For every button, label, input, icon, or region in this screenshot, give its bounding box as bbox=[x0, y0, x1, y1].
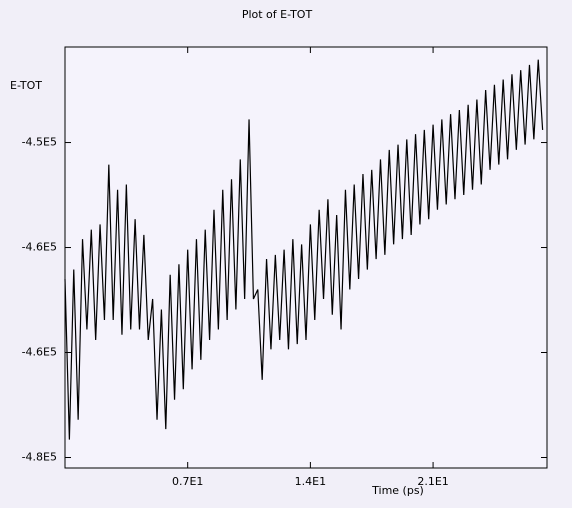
y-tick-label: -4.5E5 bbox=[22, 136, 57, 149]
y-tick-label: -4.8E5 bbox=[22, 451, 57, 464]
data-line bbox=[64, 59, 544, 440]
x-tick-label: 2.1E1 bbox=[417, 475, 448, 488]
x-tick-label: 1.4E1 bbox=[295, 475, 326, 488]
x-axis-label: Time (ps) bbox=[371, 484, 424, 497]
y-tick-label: -4.6E5 bbox=[22, 346, 57, 359]
y-axis-label: E-TOT bbox=[10, 79, 42, 92]
plot-area bbox=[64, 46, 548, 469]
chart-title: Plot of E-TOT bbox=[242, 8, 313, 21]
y-tick-label: -4.6E5 bbox=[22, 241, 57, 254]
x-tick-label: 0.7E1 bbox=[172, 475, 203, 488]
